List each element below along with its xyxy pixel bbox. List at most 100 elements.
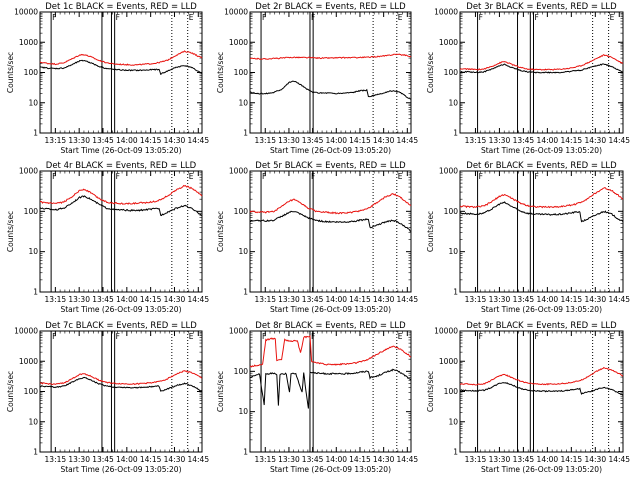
y-tick-label: 1000 [439,357,458,366]
events-series-line [39,59,203,76]
x-axis-label: Start Time (26-Oct-09 13:05:20) [60,465,181,474]
y-axis-label: Counts/sec [6,371,15,412]
y-tick-label: 1 [33,129,38,138]
marker-label: E [398,172,403,181]
x-tick-label: 14:45 [187,136,209,145]
x-tick-label: 14:00 [325,455,347,464]
x-tick-label: 13:30 [489,455,511,464]
lld-series-line [249,335,411,368]
lld-series-line [459,366,624,386]
chart-panel-5: Det 5r BLACK = Events, RED = LLD 1 10 100 10… [216,161,418,314]
marker-label: E [189,172,194,181]
plot-frame [249,170,412,293]
x-tick-label: 13:45 [302,136,324,145]
x-tick-label: 14:30 [164,455,186,464]
x-tick-label: 13:45 [92,295,114,304]
lld-series-line [249,53,412,60]
lld-series-line [39,50,203,66]
marker-label: F [116,13,120,22]
x-tick-label: 13:15 [465,295,487,304]
x-tick-label: 13:30 [278,295,300,304]
marker-label: F [52,172,56,181]
x-tick-label: 14:15 [561,136,583,145]
marker-label: E [610,172,615,181]
x-tick-label: 14:45 [397,455,419,464]
x-tick-label: 14:45 [608,136,630,145]
x-tick-label: 13:15 [254,295,276,304]
x-tick-label: 14:30 [373,455,395,464]
y-axis-label: Counts/sec [6,211,15,252]
x-tick-label: 14:00 [325,295,347,304]
y-tick-label: 1 [453,448,458,457]
x-tick-label: 14:15 [140,295,162,304]
x-tick-label: 13:15 [45,136,67,145]
x-tick-label: 14:30 [584,455,606,464]
marker-label: F [116,332,120,341]
x-tick-label: 14:15 [349,455,371,464]
chart-title: Det 7c BLACK = Events, RED = LLD [45,321,197,331]
x-tick-label: 14:45 [608,455,630,464]
y-tick-label: 10 [28,247,38,256]
x-tick-label: 14:30 [164,136,186,145]
y-tick-label: 10000 [14,8,38,17]
x-axis-label: Start Time (26-Oct-09 13:05:20) [270,305,391,314]
marker-label: E [610,332,615,341]
y-axis-label: Counts/sec [216,371,225,412]
y-tick-label: 1 [33,448,38,457]
marker-label: F [479,13,483,22]
x-axis-label: Start Time (26-Oct-09 13:05:20) [481,305,602,314]
x-tick-label: 14:00 [537,295,559,304]
y-tick-label: 100 [444,207,459,216]
x-tick-label: 13:45 [513,136,535,145]
marker-label: F [52,332,56,341]
y-tick-label: 1000 [19,38,38,47]
x-tick-label: 13:30 [278,136,300,145]
y-axis-label: Counts/sec [426,52,435,93]
x-tick-label: 13:15 [254,136,276,145]
x-tick-label: 14:45 [397,295,419,304]
lld-series-line [39,370,203,386]
events-series-line [249,210,411,232]
y-tick-label: 1000 [229,38,248,47]
chart-panel-2: Det 2r BLACK = Events, RED = LLD 1 10 100 10… [216,2,418,155]
x-tick-label: 13:30 [489,295,511,304]
marker-label: E [189,13,194,22]
lld-series-line [39,184,203,205]
x-tick-label: 13:45 [513,295,535,304]
plot-frame [249,330,412,453]
y-tick-label: 100 [444,387,459,396]
events-series-line [459,382,624,396]
x-tick-label: 13:45 [302,455,324,464]
marker-label: E [398,13,403,22]
y-tick-label: 10 [238,98,248,107]
x-tick-label: 14:00 [537,136,559,145]
marker-label: E [610,13,615,22]
events-series-line [40,376,203,392]
y-tick-label: 100 [24,387,39,396]
y-tick-label: 10 [238,407,248,416]
events-series-line [459,63,623,74]
plot-frame [459,170,624,293]
lld-series-line [459,53,624,71]
y-axis-label: Counts/sec [216,211,225,252]
chart-panel-3: Det 3r BLACK = Events, RED = LLD 1 10 100 10… [426,2,630,155]
y-tick-label: 10 [238,247,248,256]
marker-label: E [398,332,403,341]
marker-label: E [189,332,194,341]
y-tick-label: 1000 [439,38,458,47]
plot-frame [39,330,203,453]
x-tick-label: 14:45 [397,136,419,145]
x-tick-label: 14:00 [116,136,138,145]
marker-label: F [535,332,539,341]
chart-title: Det 6r BLACK = Events, RED = LLD [466,161,617,171]
chart-panel-4: Det 4r BLACK = Events, RED = LLD 1 10 100 10… [6,161,209,314]
y-tick-label: 1 [33,288,38,297]
chart-title: Det 9r BLACK = Events, RED = LLD [466,321,617,331]
y-tick-label: 100 [234,367,249,376]
x-tick-label: 14:30 [584,295,606,304]
x-tick-label: 13:15 [254,455,276,464]
x-tick-label: 14:30 [373,295,395,304]
y-tick-label: 1 [243,129,248,138]
x-tick-label: 14:15 [349,295,371,304]
x-axis-label: Start Time (26-Oct-09 13:05:20) [60,146,181,155]
